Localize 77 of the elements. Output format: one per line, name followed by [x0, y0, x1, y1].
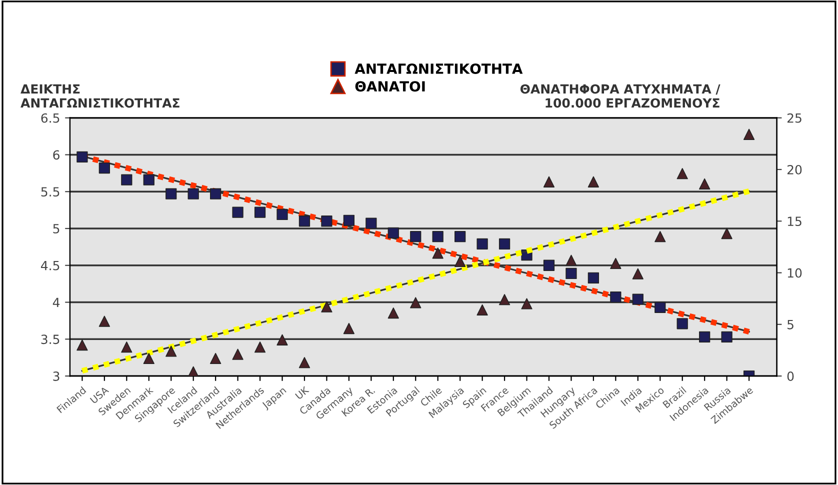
point: [410, 231, 422, 242]
point: [632, 294, 644, 305]
point: [610, 258, 622, 270]
point: [610, 292, 622, 303]
point: [588, 272, 600, 284]
point: [232, 348, 244, 360]
point: [254, 342, 266, 353]
point: [454, 256, 466, 267]
point: [166, 188, 177, 200]
point: [232, 206, 244, 218]
point: [121, 342, 132, 353]
point: [254, 206, 266, 218]
point: [143, 174, 154, 186]
point: [366, 218, 377, 229]
point: [76, 339, 88, 351]
y-tick-label: 6: [53, 150, 60, 160]
point: [343, 322, 355, 334]
point: [388, 227, 399, 238]
point: [210, 352, 222, 364]
y2-axis-title: ΘΑΝΑΤΗΦΟΡΑ ΑΤΥΧΗΜΑΤΑ / 100.000 ΕΡΓΑΖΟΜΕΝΟΥΣ: [520, 84, 720, 108]
point: [76, 151, 88, 163]
point: [276, 208, 288, 220]
point: [188, 188, 199, 200]
legend-label: ΘΑΝΑΤΟΙ: [355, 81, 425, 92]
point: [654, 231, 666, 242]
point: [143, 352, 154, 364]
point: [498, 294, 510, 306]
point: [98, 162, 110, 174]
point: [543, 176, 555, 188]
point: [388, 307, 399, 319]
point: [498, 238, 510, 250]
point: [676, 318, 688, 330]
y-tick-label: 4.5: [40, 261, 60, 270]
y2-tick-label: 20: [787, 164, 802, 174]
point: [210, 188, 222, 200]
point: [566, 254, 577, 266]
y-tick-label: 3.5: [41, 334, 60, 344]
point: [432, 248, 444, 259]
point: [721, 228, 732, 240]
y-tick-label: 4: [52, 298, 60, 308]
point: [632, 268, 644, 280]
point: [476, 304, 488, 316]
point: [276, 334, 288, 346]
point: [654, 302, 666, 313]
point: [98, 316, 110, 327]
point: [476, 238, 488, 250]
y-tick-label: 5: [53, 224, 60, 234]
point: [743, 128, 755, 140]
y-tick-label: 3: [53, 371, 60, 381]
point: [121, 174, 132, 186]
y2-tick-label: 0: [787, 371, 794, 381]
point: [188, 366, 199, 376]
point: [298, 216, 310, 227]
point: [721, 331, 732, 342]
point: [166, 346, 177, 357]
y-tick-label: 6.5: [41, 113, 60, 123]
point: [543, 260, 555, 271]
point: [566, 268, 577, 280]
point: [676, 168, 688, 180]
point: [699, 178, 710, 190]
point: [410, 297, 422, 308]
y-axis-title: ΔΕΙΚΤΗΣ ΑΝΤΑΓΩΝΙΣΤΙΚΟΤΗΤΑΣ: [20, 84, 180, 108]
point: [432, 231, 444, 242]
point: [454, 231, 466, 242]
point: [521, 298, 532, 310]
point: [343, 214, 355, 226]
y2-tick-label: 15: [788, 216, 802, 226]
point: [699, 331, 710, 342]
point: [298, 357, 310, 368]
point: [588, 176, 600, 188]
legend-label: ΑΝΤΑΓΩΝΙΣΤΙΚΟΤΗΤΑ: [354, 63, 523, 74]
y2-tick-label: 10: [788, 268, 802, 278]
y2-tick-label: 5: [788, 320, 794, 330]
point: [321, 216, 332, 227]
y2-tick-label: 25: [787, 113, 802, 123]
y-tick-label: 5.5: [41, 187, 60, 197]
point: [321, 301, 332, 312]
